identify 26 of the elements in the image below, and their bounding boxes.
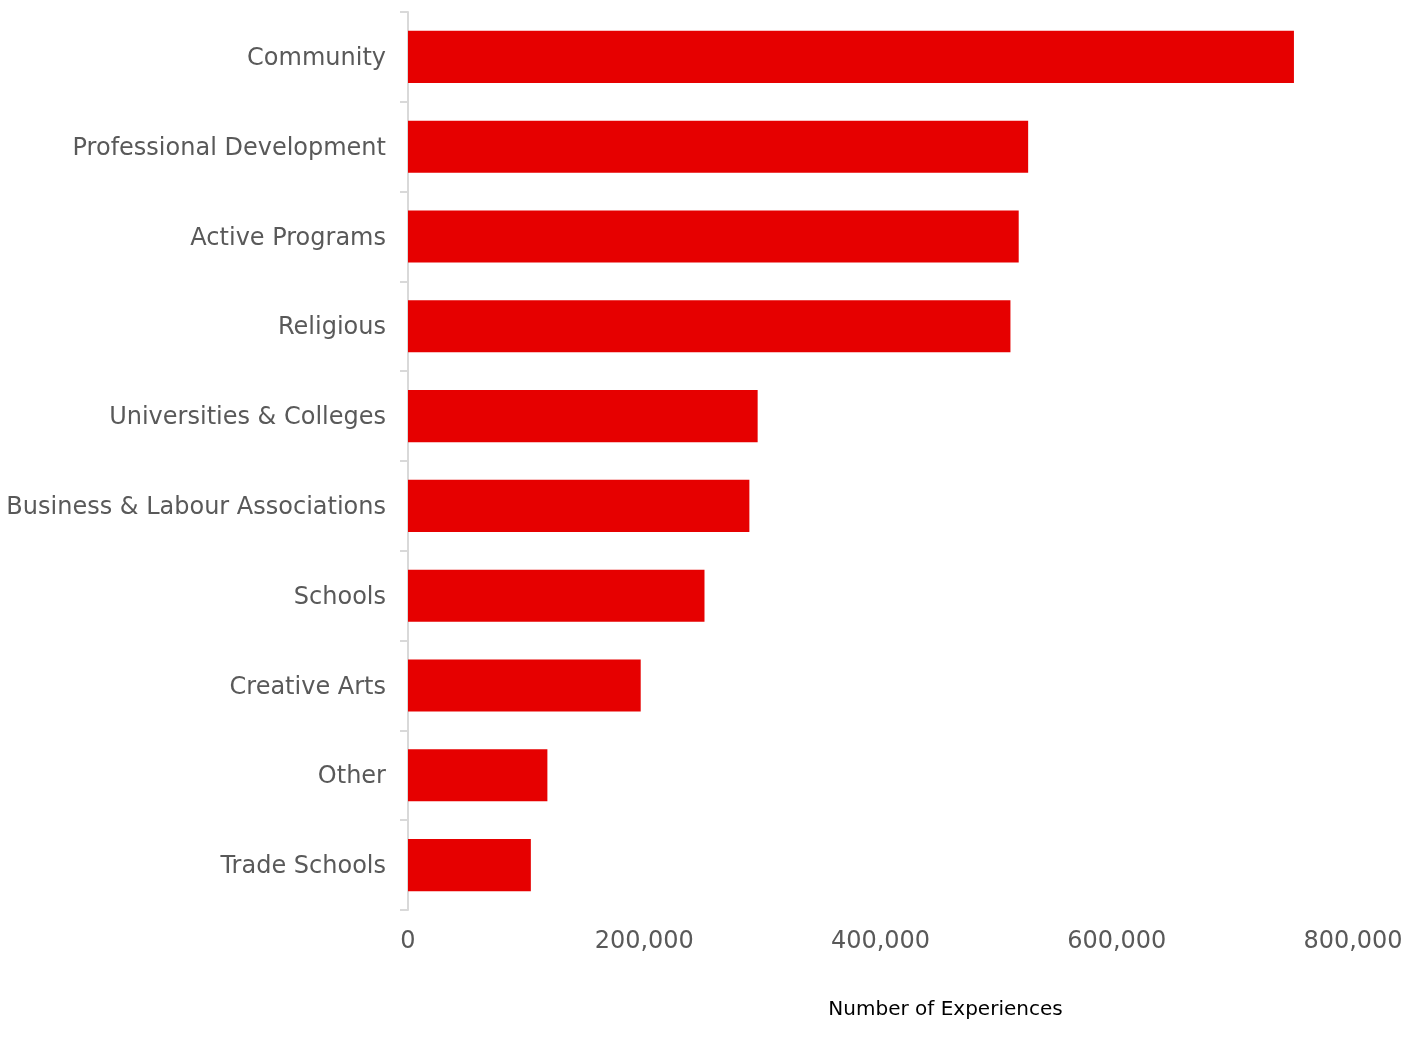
x-tick-label: 200,000 [594, 926, 694, 954]
bar [408, 749, 548, 802]
bar [408, 659, 641, 712]
y-tick-label: Active Programs [190, 222, 386, 251]
y-tick-label: Creative Arts [229, 671, 386, 700]
x-tick-label: 800,000 [1303, 926, 1403, 954]
y-tick-label: Business & Labour Associations [6, 491, 386, 520]
x-tick-label: 600,000 [1067, 926, 1167, 954]
bar [408, 120, 1029, 173]
y-tick-label: Professional Development [72, 132, 386, 161]
y-tick-label: Schools [293, 581, 386, 610]
bar [408, 569, 705, 622]
y-tick-label: Religious [278, 312, 386, 341]
bar [408, 30, 1294, 83]
x-tick-label: 0 [400, 926, 416, 954]
bar [408, 210, 1019, 263]
bar [408, 300, 1011, 353]
y-tick-label: Trade Schools [219, 851, 386, 880]
x-axis-title: Number of Experiences [828, 996, 1063, 1020]
x-tick-label: 400,000 [830, 926, 931, 954]
y-tick-label: Other [317, 761, 387, 790]
y-tick-label: Universities & Colleges [109, 402, 386, 431]
bar [408, 479, 750, 532]
bar [408, 839, 531, 892]
bar [408, 390, 758, 443]
y-tick-label: Community [247, 42, 386, 71]
